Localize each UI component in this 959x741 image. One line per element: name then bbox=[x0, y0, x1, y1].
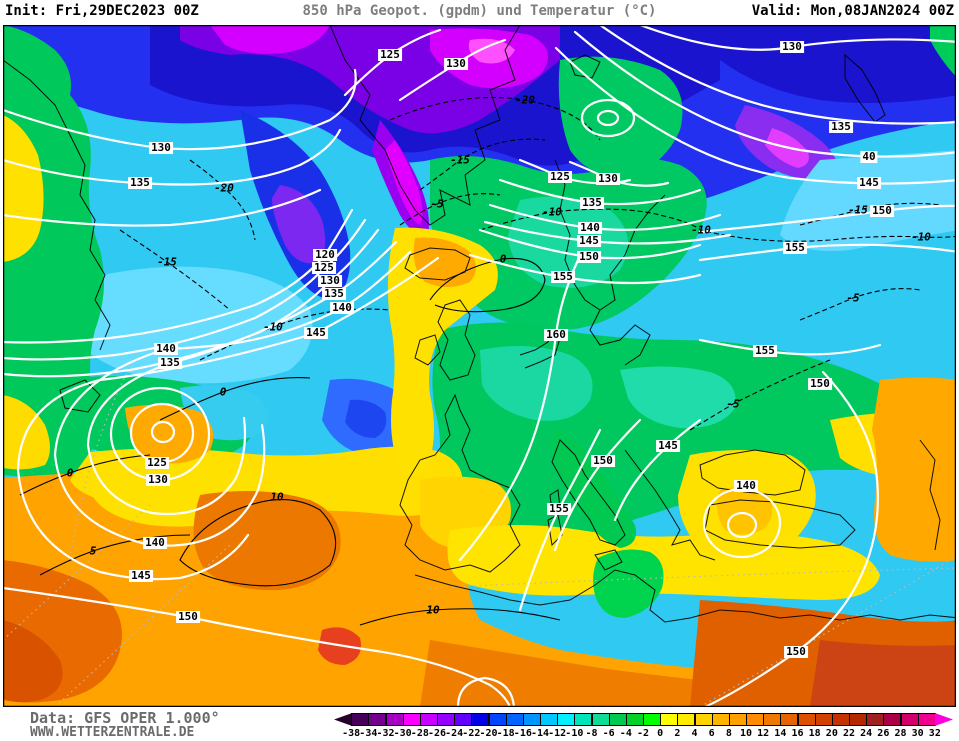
scale-tick-label: -24 bbox=[445, 728, 464, 739]
scale-color-cell bbox=[522, 713, 541, 726]
scale-color-cell bbox=[694, 713, 713, 726]
valid-time-label: Valid: Mon,08JAN2024 00Z bbox=[751, 3, 954, 19]
scale-tick-label: -16 bbox=[513, 728, 532, 739]
init-time-label: Init: Fri,29DEC2023 00Z bbox=[5, 3, 199, 19]
scale-arrow-right bbox=[934, 713, 953, 726]
scale-color-cell bbox=[849, 713, 868, 726]
scale-color-cell bbox=[917, 713, 936, 726]
scale-color-cell bbox=[351, 713, 370, 726]
temperature-field bbox=[3, 25, 956, 707]
geopotential-contours bbox=[3, 25, 956, 707]
scale-tick-label: 32 bbox=[928, 728, 941, 739]
scale-color-cell bbox=[677, 713, 696, 726]
footer-bar: Data: GFS OPER 1.000° WWW.WETTERZENTRALE… bbox=[0, 707, 959, 741]
scale-tick-label: -4 bbox=[619, 728, 632, 739]
scale-tick-label: -30 bbox=[393, 728, 412, 739]
scale-arrow-left bbox=[334, 713, 353, 726]
scale-tick-label: 6 bbox=[708, 728, 715, 739]
temperature-color-scale: -38 -34 -32 -30 -28 -26 -24 -22 -20 -18 -16 -14 -12-… bbox=[334, 713, 956, 739]
scale-color-cell bbox=[574, 713, 593, 726]
scale-tick-label: -18 bbox=[496, 728, 515, 739]
scale-tick-label: -20 bbox=[479, 728, 498, 739]
scale-tick-label: -22 bbox=[462, 728, 481, 739]
scale-color-cell bbox=[505, 713, 524, 726]
scale-color-cell bbox=[643, 713, 662, 726]
scale-tick-label: 28 bbox=[894, 728, 907, 739]
scale-tick-label: 12 bbox=[757, 728, 770, 739]
chart-title: 850 hPa Geopot. (gpdm) und Temperatur (°… bbox=[302, 3, 657, 19]
scale-tick-label: 30 bbox=[911, 728, 924, 739]
scale-tick-label: -10 bbox=[565, 728, 584, 739]
scale-color-cell bbox=[591, 713, 610, 726]
scale-tick-label: -26 bbox=[427, 728, 447, 739]
scale-tick-label: 20 bbox=[825, 728, 838, 739]
scale-color-cell bbox=[814, 713, 833, 726]
scale-tick-label: -14 bbox=[530, 728, 550, 739]
header-bar: Init: Fri,29DEC2023 00Z 850 hPa Geopot. … bbox=[0, 0, 959, 24]
scale-tick-label: 10 bbox=[739, 728, 753, 739]
scale-color-cell bbox=[711, 713, 730, 726]
scale-color-cell bbox=[900, 713, 919, 726]
scale-tick-label: -8 bbox=[585, 728, 598, 739]
scale-tick-label: -34 bbox=[359, 728, 378, 739]
scale-tick-label: -2 bbox=[636, 728, 650, 739]
website-label: WWW.WETTERZENTRALE.DE bbox=[30, 725, 195, 740]
scale-color-cell bbox=[866, 713, 885, 726]
scale-tick-label: 0 bbox=[657, 728, 664, 739]
scale-color-cell bbox=[797, 713, 816, 726]
scale-tick-label: 8 bbox=[725, 728, 732, 739]
scale-color-cell bbox=[368, 713, 387, 726]
scale-color-cell bbox=[746, 713, 765, 726]
scale-color-cell bbox=[454, 713, 473, 726]
scale-tick-label: 22 bbox=[842, 728, 856, 739]
scale-tick-label: 14 bbox=[774, 728, 787, 739]
scale-tick-label: -38 bbox=[342, 728, 361, 739]
scale-color-cell bbox=[660, 713, 679, 726]
scale-tick-label: 4 bbox=[691, 728, 698, 739]
scale-color-cell bbox=[831, 713, 850, 726]
scale-tick-label: 24 bbox=[860, 728, 873, 739]
scale-color-cell bbox=[488, 713, 507, 726]
scale-tick-label: -28 bbox=[410, 728, 429, 739]
scale-color-cell bbox=[728, 713, 747, 726]
scale-color-cell bbox=[608, 713, 627, 726]
scale-color-cell bbox=[780, 713, 799, 726]
scale-tick-label: 2 bbox=[674, 728, 681, 739]
scale-tick-label: -32 bbox=[376, 728, 395, 739]
scale-tick-label: 18 bbox=[808, 728, 821, 739]
scale-color-cell bbox=[437, 713, 456, 726]
data-source-label: Data: GFS OPER 1.000° bbox=[30, 709, 220, 727]
scale-color-cell bbox=[419, 713, 438, 726]
scale-color-cell bbox=[883, 713, 902, 726]
scale-tick-label: 26 bbox=[877, 728, 890, 739]
scale-color-cell bbox=[625, 713, 644, 726]
scale-color-cell bbox=[471, 713, 490, 726]
scale-color-cell bbox=[540, 713, 559, 726]
scale-color-cell bbox=[385, 713, 404, 726]
scale-tick-label: 16 bbox=[791, 728, 804, 739]
map-frame bbox=[3, 25, 956, 707]
scale-color-cell bbox=[557, 713, 576, 726]
scale-tick-label: -12 bbox=[548, 728, 567, 739]
scale-color-cell bbox=[402, 713, 421, 726]
scale-tick-label: -6 bbox=[602, 728, 615, 739]
scale-color-cell bbox=[763, 713, 782, 726]
